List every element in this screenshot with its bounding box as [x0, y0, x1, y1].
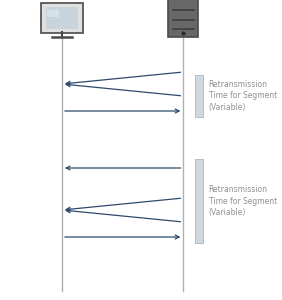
FancyBboxPatch shape [195, 75, 203, 117]
FancyBboxPatch shape [47, 10, 59, 16]
FancyBboxPatch shape [46, 7, 78, 29]
FancyBboxPatch shape [195, 159, 203, 243]
Text: Retransmission
Time for Segment
(Variable): Retransmission Time for Segment (Variabl… [209, 80, 277, 112]
Text: Retransmission
Time for Segment
(Variable): Retransmission Time for Segment (Variabl… [209, 185, 277, 217]
FancyBboxPatch shape [41, 2, 83, 33]
FancyBboxPatch shape [168, 0, 198, 37]
